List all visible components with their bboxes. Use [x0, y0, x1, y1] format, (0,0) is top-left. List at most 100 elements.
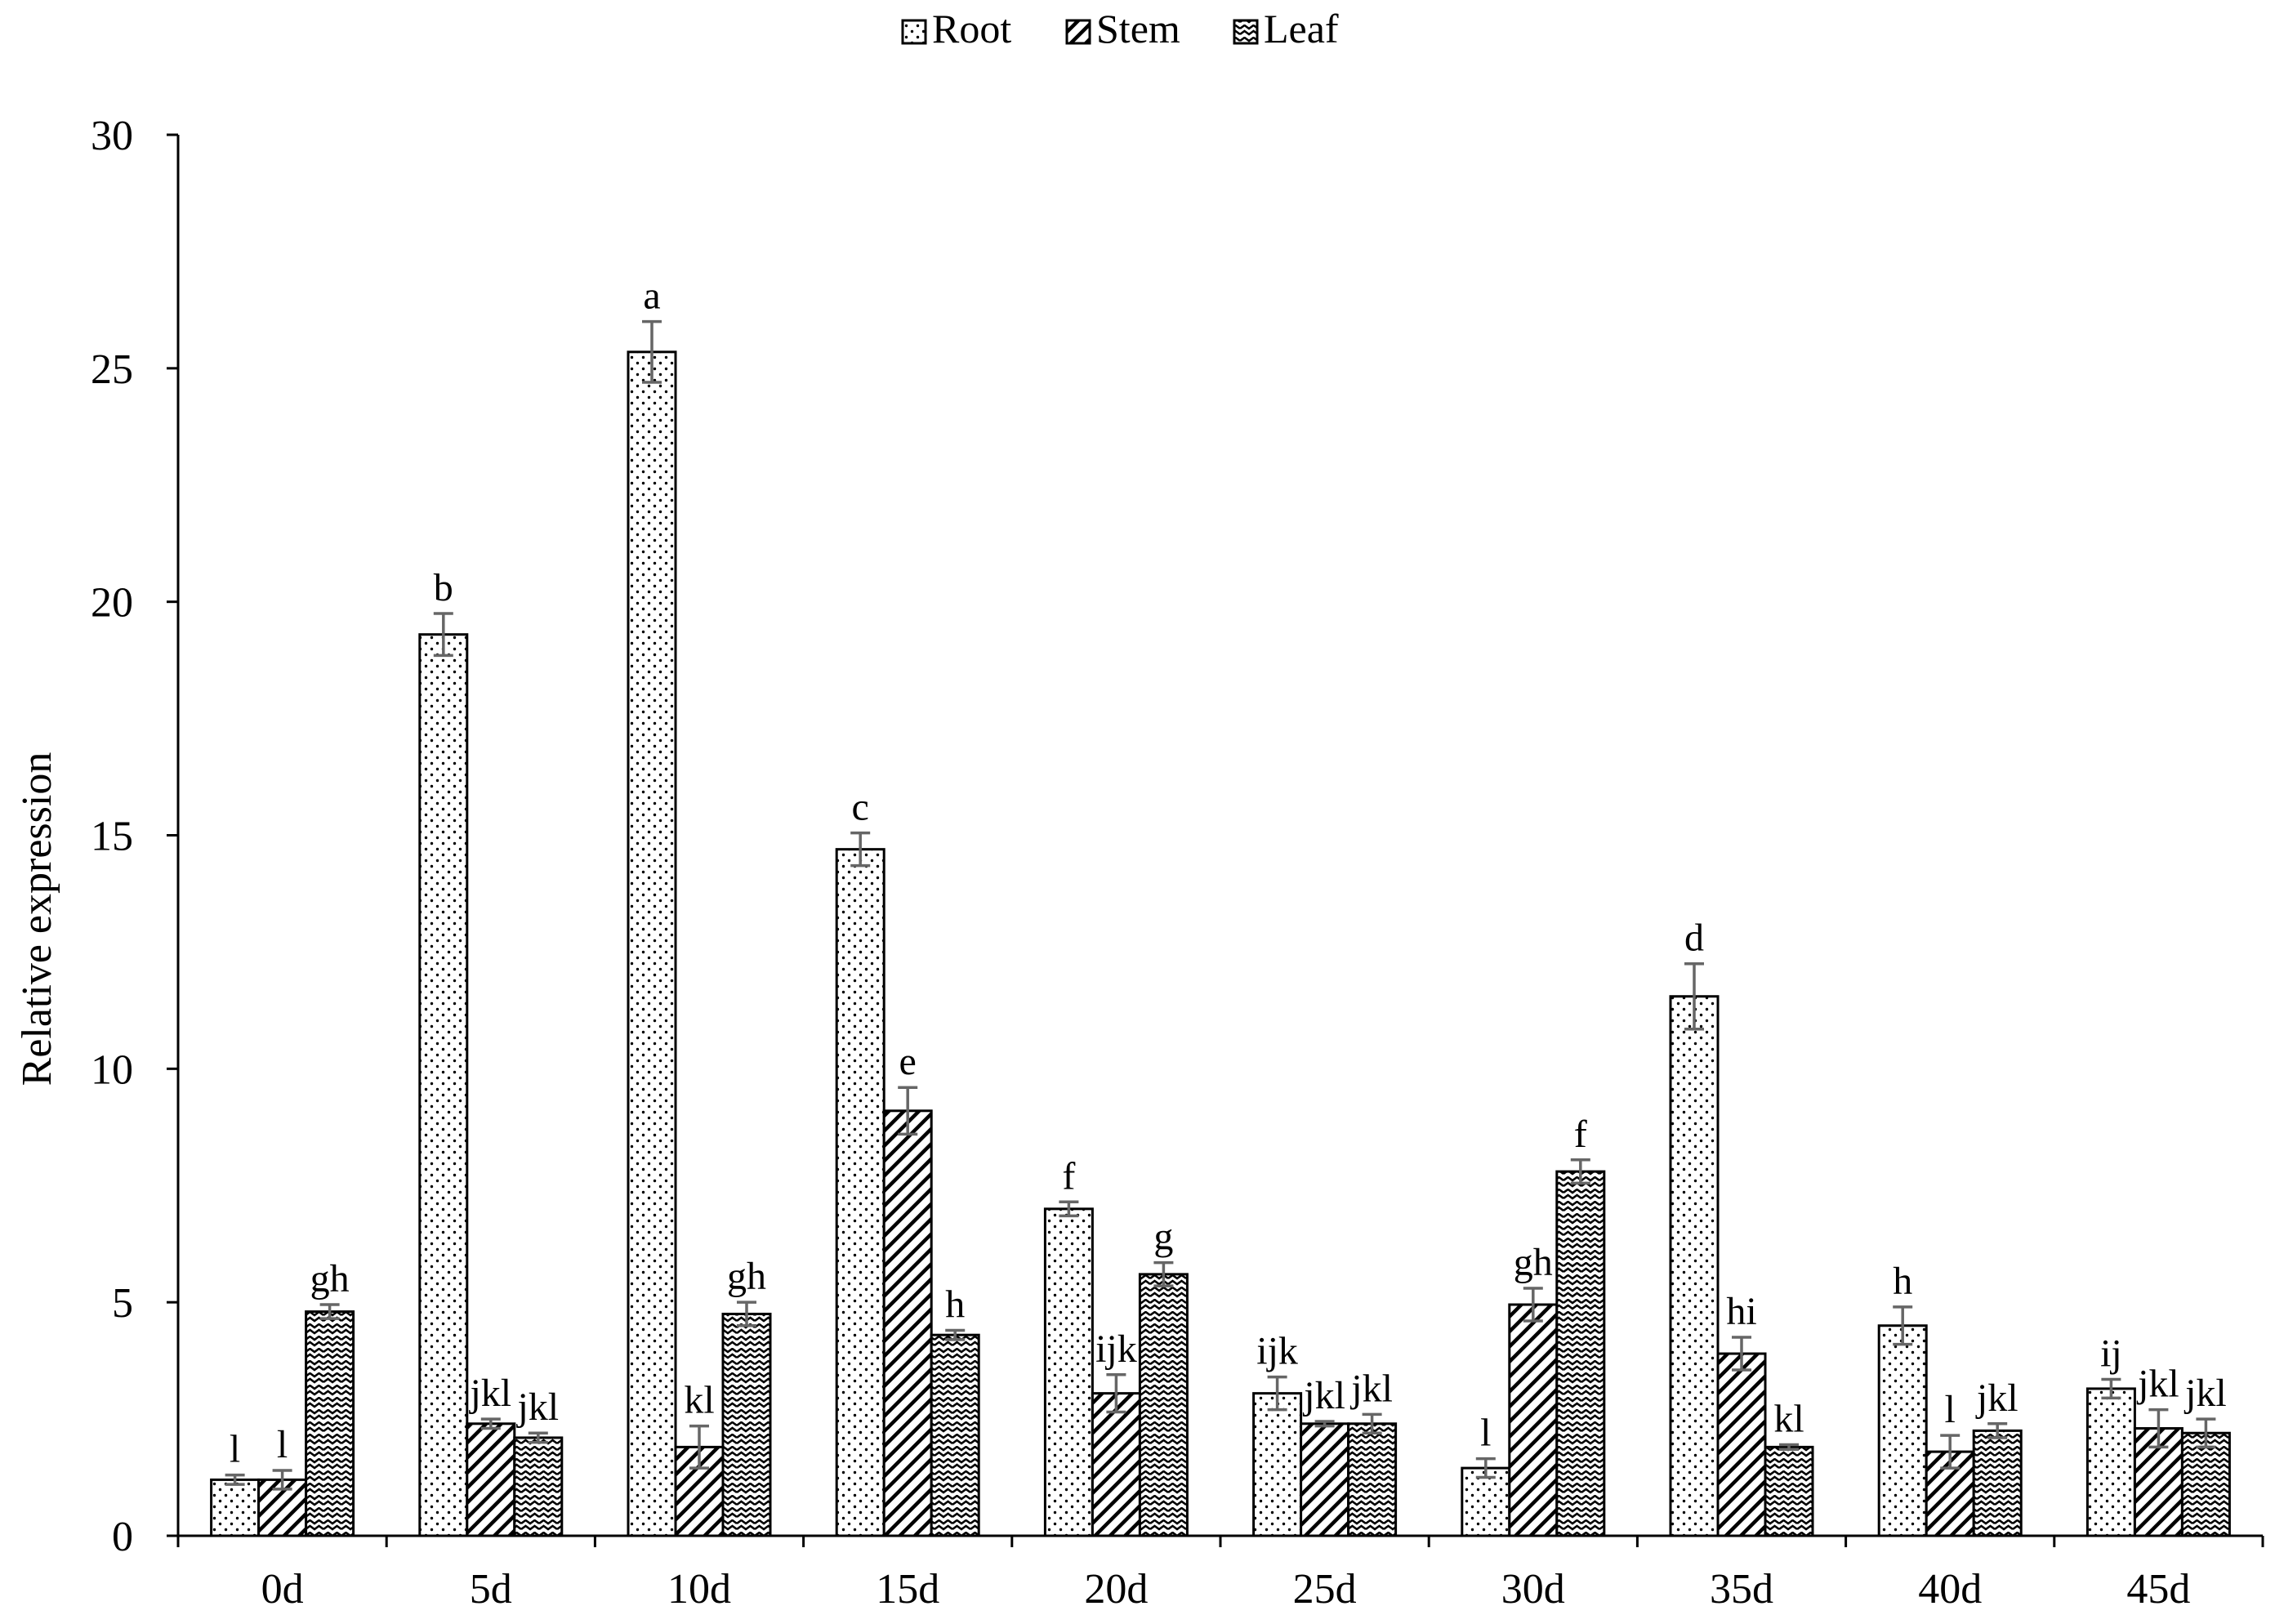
significance-letter: h [1893, 1260, 1912, 1303]
y-tick-label: 10 [91, 1046, 133, 1093]
error-bar [1059, 1200, 1079, 1218]
bar-root-20d [1043, 1207, 1094, 1537]
x-tick-label: 25d [1293, 1566, 1357, 1613]
y-tick-label: 25 [91, 346, 133, 393]
error-bar [737, 1301, 756, 1327]
error-bar [850, 831, 871, 868]
bar-leaf-40d [1972, 1429, 2023, 1537]
error-bar [1314, 1420, 1335, 1428]
legend-label-leaf: Leaf [1264, 6, 1339, 51]
error-bar [689, 1424, 709, 1470]
significance-letter: f [1574, 1113, 1587, 1156]
significance-letter: e [899, 1040, 917, 1083]
bar-stem-30d [1508, 1303, 1559, 1537]
bar-root-0d [210, 1478, 261, 1537]
significance-letter: jkl [515, 1385, 559, 1429]
x-tick-label: 45d [2126, 1566, 2190, 1613]
significance-letter: g [1153, 1216, 1173, 1259]
error-bar [1570, 1158, 1590, 1185]
bar-stem-25d [1300, 1422, 1350, 1537]
error-bar [1475, 1457, 1496, 1479]
significance-letter: jkl [468, 1372, 511, 1415]
error-bar [2101, 1377, 2121, 1400]
bar-stem-5d [466, 1422, 516, 1537]
significance-letter: ijk [1256, 1330, 1298, 1373]
error-bar [1267, 1375, 1287, 1412]
bar-root-35d [1669, 995, 1720, 1537]
error-bar [1893, 1305, 1913, 1346]
error-bar [433, 612, 453, 658]
error-bar [272, 1469, 292, 1491]
bar-root-25d [1252, 1392, 1303, 1537]
x-tick-label: 40d [1918, 1566, 1982, 1613]
bar-root-10d [627, 350, 677, 1537]
bar-root-45d [2085, 1387, 2136, 1537]
x-axis: 0d 5d 10d 15d 20d 25d 30d 35d 40d 45d [176, 1534, 2264, 1613]
error-bar [480, 1417, 501, 1430]
significance-letter: h [945, 1283, 965, 1326]
legend-label-stem: Stem [1096, 6, 1180, 51]
error-bar [528, 1431, 548, 1444]
bar-leaf-15d [930, 1333, 980, 1537]
bar-root-15d [835, 848, 885, 1537]
significance-letter: jkl [2184, 1372, 2227, 1415]
significance-letter: jkl [1302, 1374, 1345, 1417]
error-bar [1732, 1336, 1751, 1372]
significance-letter: f [1062, 1154, 1075, 1198]
error-bar [1106, 1373, 1126, 1414]
y-tick-label: 5 [112, 1280, 133, 1327]
x-tick-label: 10d [667, 1566, 731, 1613]
error-bar [1153, 1260, 1174, 1287]
bar-root-5d [418, 633, 469, 1537]
x-tick-label: 30d [1501, 1566, 1565, 1613]
error-bar [642, 319, 662, 384]
significance-letter: ij [2100, 1332, 2122, 1375]
bar-leaf-0d [305, 1310, 355, 1537]
error-bar [1987, 1422, 2008, 1439]
significance-letter: l [1480, 1412, 1491, 1455]
bar-stem-35d [1716, 1352, 1767, 1537]
significance-letter: a [643, 274, 660, 318]
significance-letter: gh [1514, 1241, 1553, 1284]
legend-swatch-root [901, 19, 927, 45]
legend-swatch-leaf [1233, 19, 1259, 45]
significance-letter: gh [310, 1257, 350, 1301]
legend-swatch-stem [1065, 19, 1091, 45]
x-tick-label: 15d [876, 1566, 939, 1613]
bar-root-30d [1461, 1466, 1511, 1537]
significance-letter: b [434, 566, 453, 609]
bar-leaf-30d [1555, 1170, 1606, 1537]
bar-leaf-45d [2180, 1431, 2231, 1537]
significance-letter: jkl [2136, 1363, 2179, 1406]
y-tick-label: 20 [91, 580, 133, 627]
error-bar [2148, 1408, 2169, 1449]
y-tick-label: 30 [91, 113, 133, 159]
error-bar [2196, 1417, 2216, 1449]
error-bar [1940, 1434, 1961, 1470]
bar-leaf-25d [1347, 1422, 1398, 1537]
significance-letter: gh [727, 1255, 766, 1298]
error-bar [945, 1328, 966, 1341]
error-bar [1523, 1287, 1543, 1323]
bar-root-40d [1877, 1324, 1928, 1537]
significance-letter: c [852, 786, 869, 829]
x-tick-label: 0d [261, 1566, 304, 1613]
bar-leaf-35d [1764, 1445, 1814, 1537]
error-bars [225, 319, 2216, 1491]
bar-leaf-20d [1138, 1273, 1189, 1537]
legend-label-root: Root [932, 6, 1011, 51]
error-bar [1362, 1412, 1382, 1434]
bar-leaf-5d [513, 1436, 564, 1537]
bar-stem-15d [882, 1109, 933, 1537]
y-tick-label: 15 [91, 814, 133, 860]
error-bar [319, 1303, 340, 1320]
error-bar [225, 1473, 245, 1486]
x-tick-label: 35d [1710, 1566, 1773, 1613]
bars [210, 350, 2231, 1537]
y-tick-label: 0 [112, 1514, 133, 1560]
significance-letter: d [1684, 917, 1704, 960]
significance-letter: l [1945, 1388, 1956, 1431]
